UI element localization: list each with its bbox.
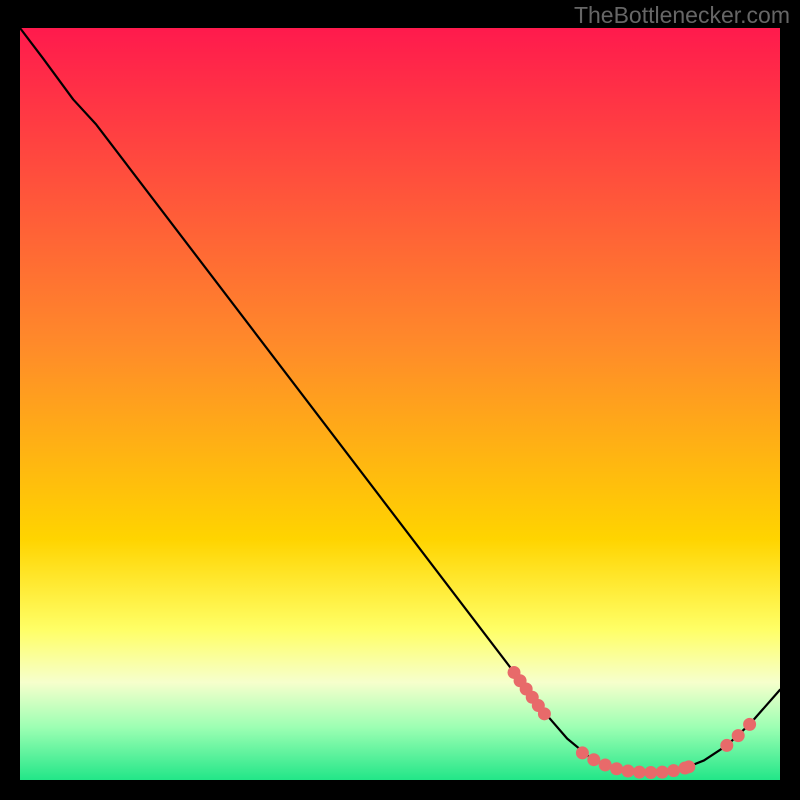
marker-group	[508, 666, 756, 778]
data-marker	[538, 708, 550, 720]
data-marker	[622, 765, 634, 777]
data-marker	[656, 766, 668, 778]
data-marker	[645, 766, 657, 778]
data-marker	[633, 766, 645, 778]
data-marker	[732, 730, 744, 742]
data-marker	[576, 747, 588, 759]
chart-svg	[0, 0, 800, 800]
data-marker	[721, 739, 733, 751]
data-marker	[744, 718, 756, 730]
watermark-text: TheBottlenecker.com	[574, 2, 790, 29]
data-marker	[588, 754, 600, 766]
data-marker	[668, 765, 680, 777]
curve-line	[20, 28, 780, 772]
data-marker	[611, 763, 623, 775]
data-marker	[683, 761, 695, 773]
data-marker	[599, 759, 611, 771]
